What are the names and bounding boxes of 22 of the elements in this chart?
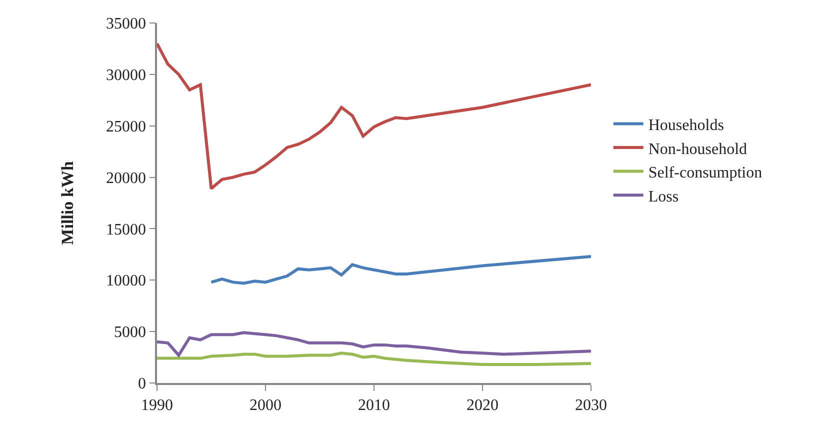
y-tick-label: 10000 bbox=[106, 272, 146, 290]
legend-label: Self-consumption bbox=[648, 164, 762, 182]
y-tick-label: 0 bbox=[138, 376, 146, 393]
line-series bbox=[157, 352, 591, 366]
x-tick-label: 2020 bbox=[466, 396, 498, 414]
y-tick-label: 15000 bbox=[106, 221, 146, 238]
y-tick-label: 20000 bbox=[106, 170, 146, 187]
x-tick-label: 2010 bbox=[358, 396, 390, 414]
y-tick-label: 30000 bbox=[106, 67, 146, 84]
y-tick-label: 25000 bbox=[106, 118, 146, 136]
y-axis-title: Millio kWh bbox=[58, 160, 78, 245]
x-tick-label: 2030 bbox=[575, 396, 607, 414]
y-tick-label: 35000 bbox=[106, 16, 146, 33]
x-tick-label: 2000 bbox=[250, 396, 282, 414]
line-series bbox=[210, 254, 591, 285]
x-tick-label: 1990 bbox=[141, 396, 173, 414]
y-tick-label: 5000 bbox=[114, 324, 146, 342]
legend-label: Households bbox=[648, 116, 724, 134]
line-series bbox=[157, 331, 591, 357]
legend-label: Loss bbox=[648, 188, 679, 206]
line-series bbox=[157, 42, 591, 190]
legend-label: Non-household bbox=[648, 140, 748, 158]
